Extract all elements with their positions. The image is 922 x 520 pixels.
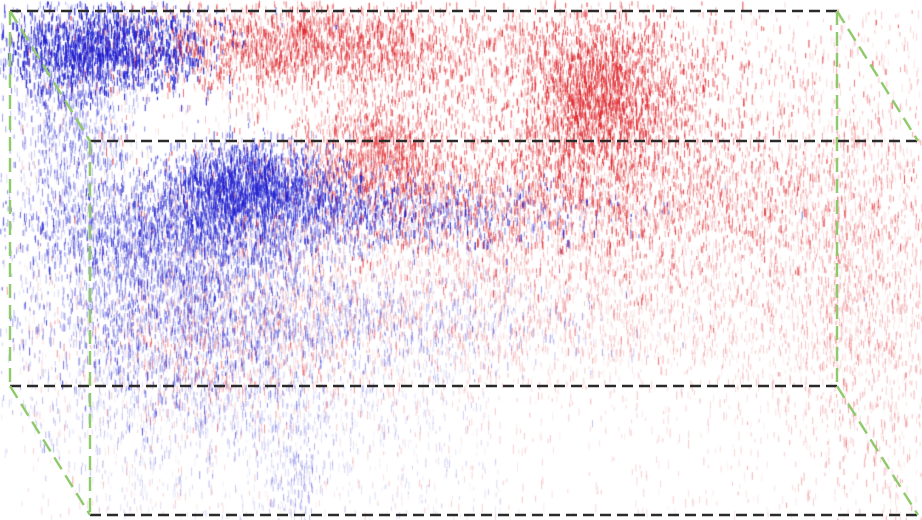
point-cloud-scatter [0,0,922,520]
figure-stage [0,0,922,520]
